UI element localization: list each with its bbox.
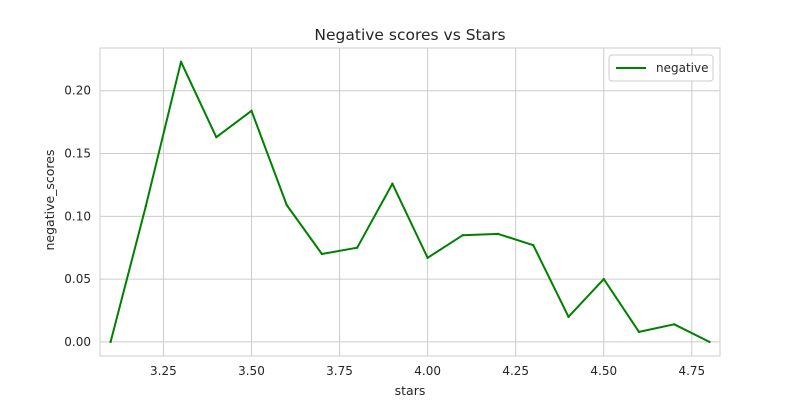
data-point-negative (179, 60, 183, 64)
series-line-negative (109, 60, 711, 343)
data-point-negative (391, 182, 394, 185)
data-point-negative (426, 256, 429, 259)
plot-area-frame (99, 47, 721, 357)
chart-title: Negative scores vs Stars (314, 26, 505, 44)
data-point-negative (567, 315, 570, 319)
x-tick-label: 4.00 (414, 364, 441, 378)
data-point-negative (320, 252, 324, 256)
legend-box (608, 54, 714, 82)
x-tick-label: 3.50 (238, 364, 265, 378)
legend-label-negative: negative (656, 61, 708, 75)
data-point-negative (109, 340, 112, 344)
data-point-negative (496, 232, 500, 236)
x-tick-label: 3.25 (150, 364, 177, 378)
data-point-negative (602, 277, 605, 281)
data-point-negative (355, 246, 359, 249)
grid-lines (100, 48, 720, 356)
data-point-negative (250, 109, 253, 113)
legend: negative (608, 54, 714, 82)
y-axis-label: negative_scores (42, 149, 57, 250)
y-tick-label: 0.00 (64, 335, 91, 349)
data-point-negative (144, 205, 147, 208)
y-tick-label: 0.05 (64, 272, 91, 286)
data-point-negative (673, 323, 676, 326)
x-axis-ticks: 3.25 3.50 3.75 4.00 4.25 4.50 4.75 (150, 364, 705, 378)
x-tick-label: 4.75 (678, 364, 705, 378)
series-layer (109, 60, 711, 344)
y-tick-label: 0.15 (64, 147, 91, 161)
data-point-negative (215, 135, 218, 139)
data-point-negative (637, 330, 641, 334)
data-point-negative (532, 244, 535, 247)
y-tick-label: 0.10 (64, 209, 91, 223)
x-axis-label: stars (395, 383, 426, 398)
x-tick-label: 4.50 (590, 364, 617, 378)
data-point-negative (461, 233, 465, 237)
data-point-negative (708, 340, 711, 344)
y-tick-label: 0.20 (64, 84, 91, 98)
data-point-negative (285, 203, 288, 207)
x-tick-label: 4.25 (502, 364, 529, 378)
x-tick-label: 3.75 (326, 364, 353, 378)
y-axis-ticks: 0.00 0.05 0.10 0.15 0.20 (64, 84, 91, 349)
